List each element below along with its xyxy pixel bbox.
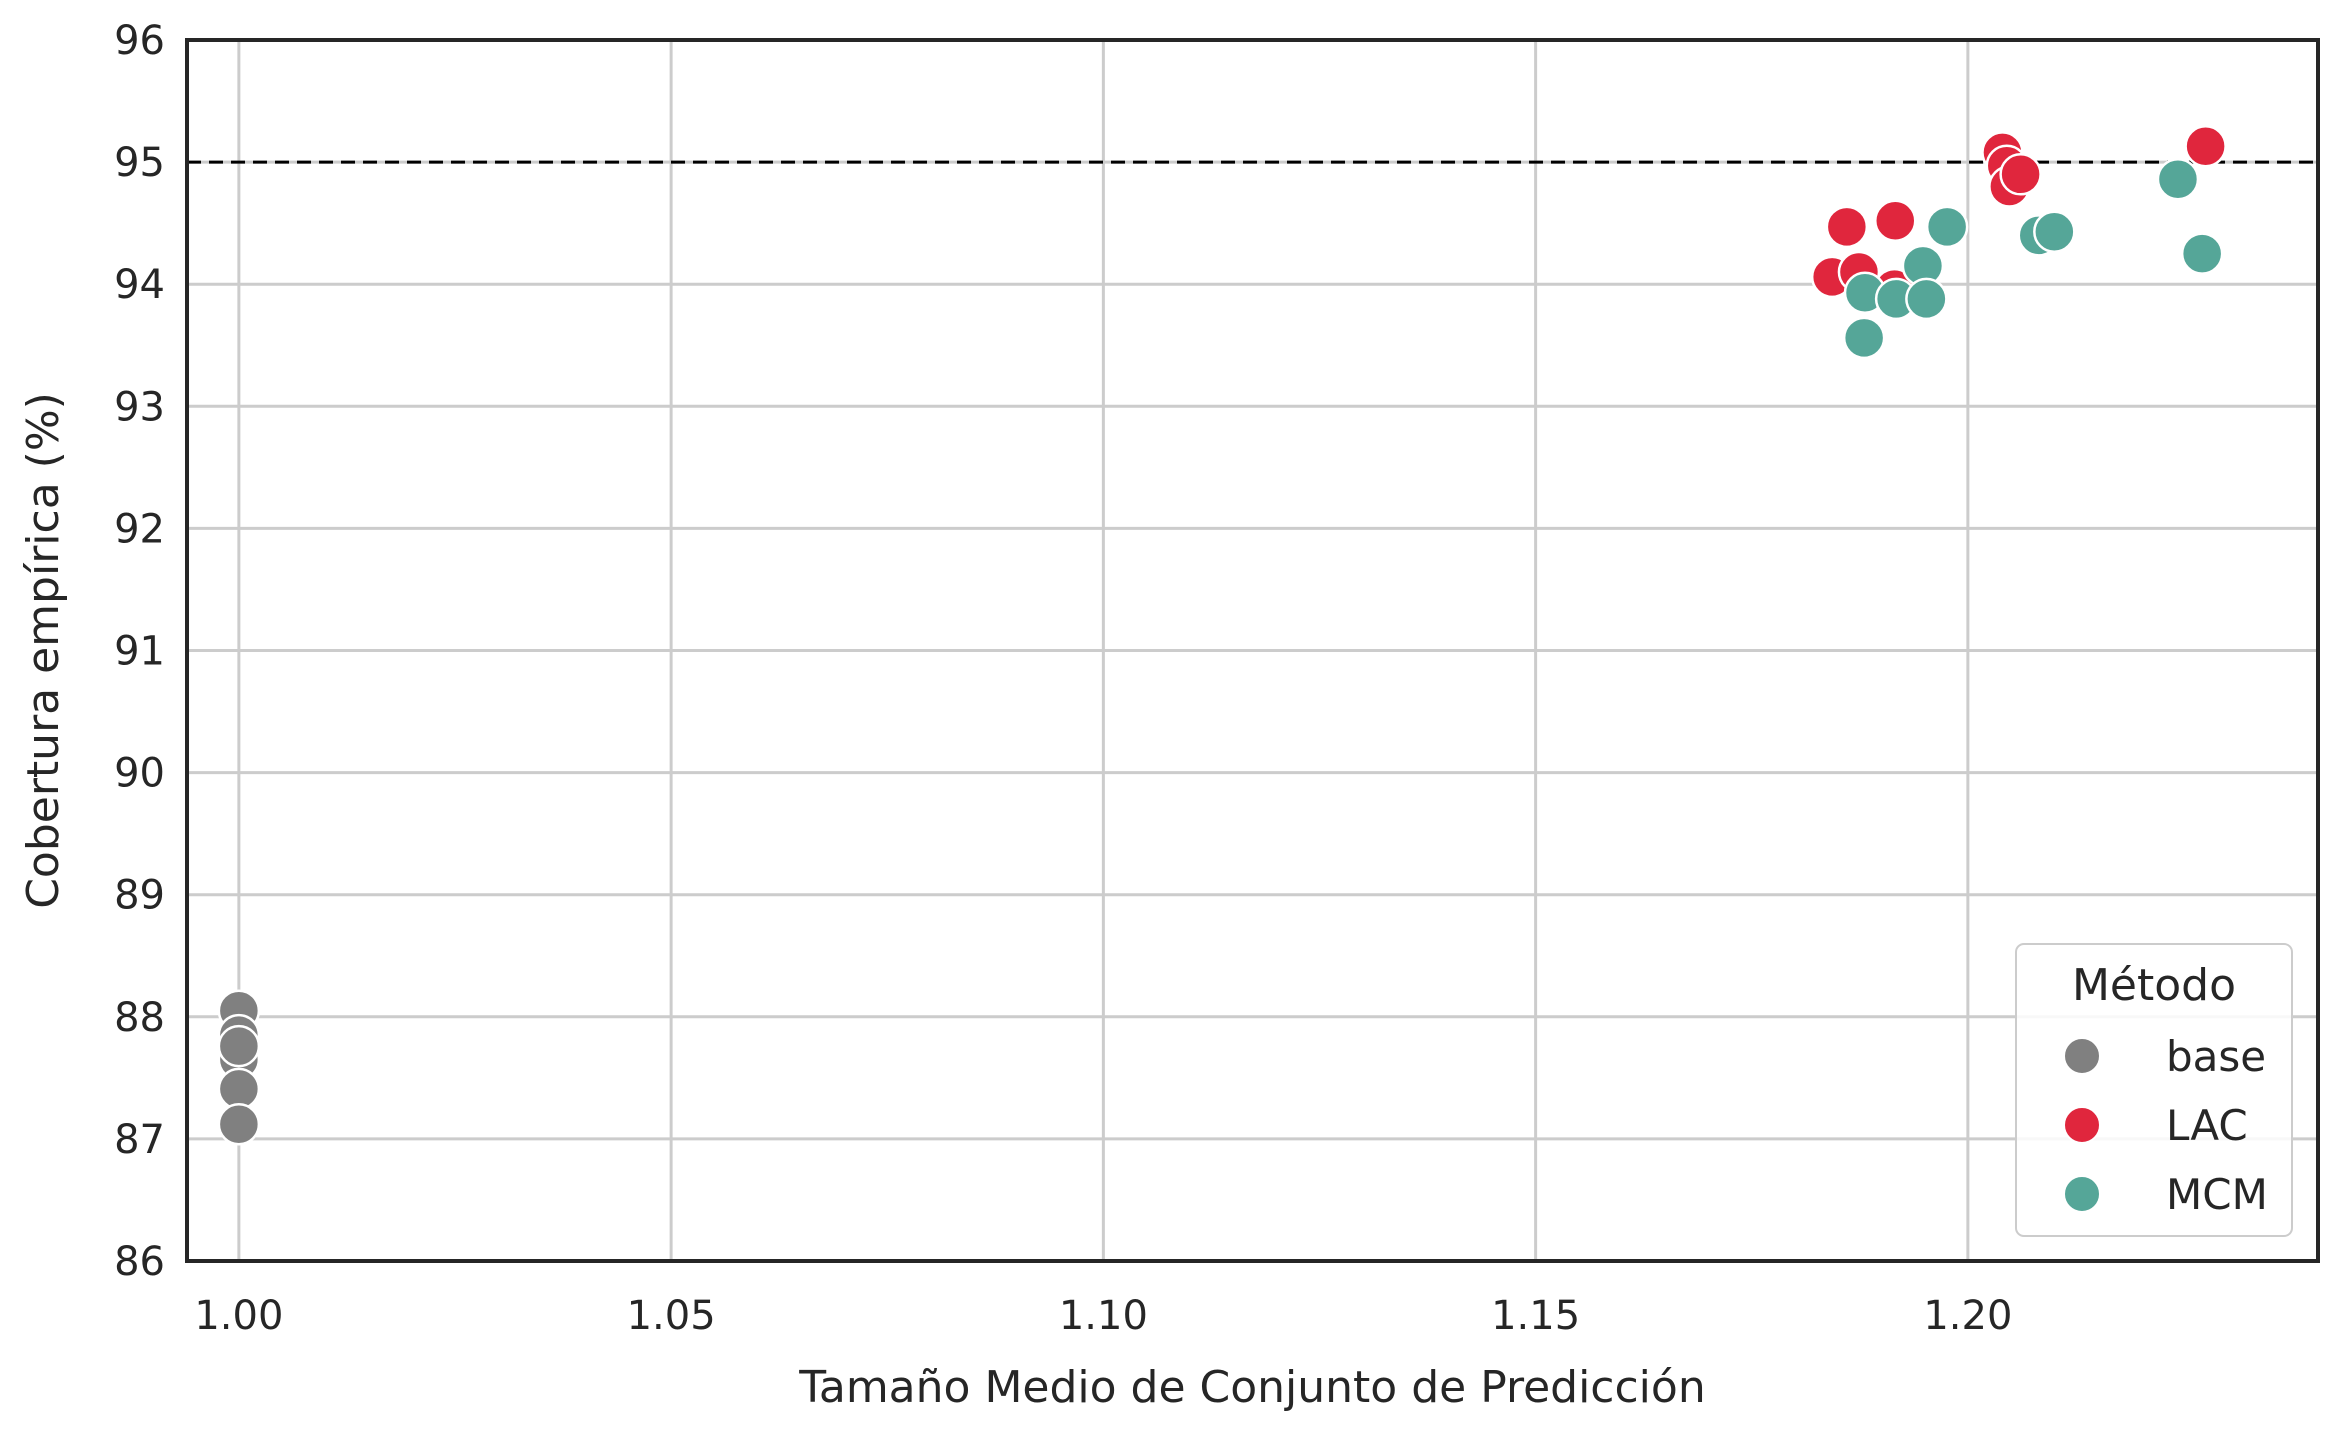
legend-label-base: base [2166,1032,2266,1081]
point-LAC-3 [1874,199,1917,242]
legend-box [2015,943,2293,1237]
legend-title: Método [2072,960,2236,1011]
point-MCM-9 [2180,232,2224,275]
x-tick-label-3: 1.15 [1491,1293,1580,1339]
legend-marker-base [2063,1037,2101,1075]
y-tick-label-0: 86 [114,1239,165,1285]
legend-label-LAC: LAC [2166,1101,2248,1150]
data-points [217,124,2227,1146]
point-MCM-8 [2156,157,2200,201]
point-LAC-8 [1999,153,2042,196]
y-axis-label: Cobertura empírica (%) [18,392,69,909]
x-tick-label-0: 1.00 [194,1293,283,1339]
point-MCM-5 [1925,205,1969,249]
legend-marker-LAC [2063,1106,2101,1144]
point-MCM-7 [2033,210,2076,253]
legend-label-MCM: MCM [2166,1170,2268,1219]
legend: Método base LAC MCM [2015,943,2293,1237]
plot-frame [185,38,2320,1263]
y-tick-label-1: 87 [114,1117,165,1163]
y-tick-label-9: 95 [114,140,165,186]
x-tick-labels: 1.00 1.05 1.10 1.15 1.20 [194,1293,2012,1339]
y-tick-label-6: 92 [114,506,165,552]
y-tick-label-4: 90 [114,751,165,797]
y-tick-label-7: 93 [114,384,165,430]
y-tick-labels: 86 87 88 89 90 91 92 93 94 95 96 [114,18,165,1285]
x-tick-label-2: 1.10 [1059,1293,1148,1339]
y-tick-label-10: 96 [114,18,165,64]
point-base-4 [217,1067,261,1111]
point-LAC-9 [2184,124,2227,168]
y-tick-label-3: 89 [114,873,165,919]
y-tick-label-8: 94 [114,262,165,308]
x-tick-label-1: 1.05 [627,1293,716,1339]
legend-items: base LAC MCM [2063,1032,2268,1219]
y-tick-label-5: 91 [114,629,165,675]
y-tick-label-2: 88 [114,995,165,1041]
x-tick-label-4: 1.20 [1923,1293,2012,1339]
point-base-5 [217,1102,261,1146]
point-MCM-1 [1842,316,1886,360]
point-LAC-1 [1825,205,1869,249]
legend-marker-MCM [2063,1175,2101,1213]
x-axis-label: Tamaño Medio de Conjunto de Predicción [798,1362,1705,1413]
point-base-3 [217,1024,261,1068]
point-MCM-4 [1905,277,1948,321]
